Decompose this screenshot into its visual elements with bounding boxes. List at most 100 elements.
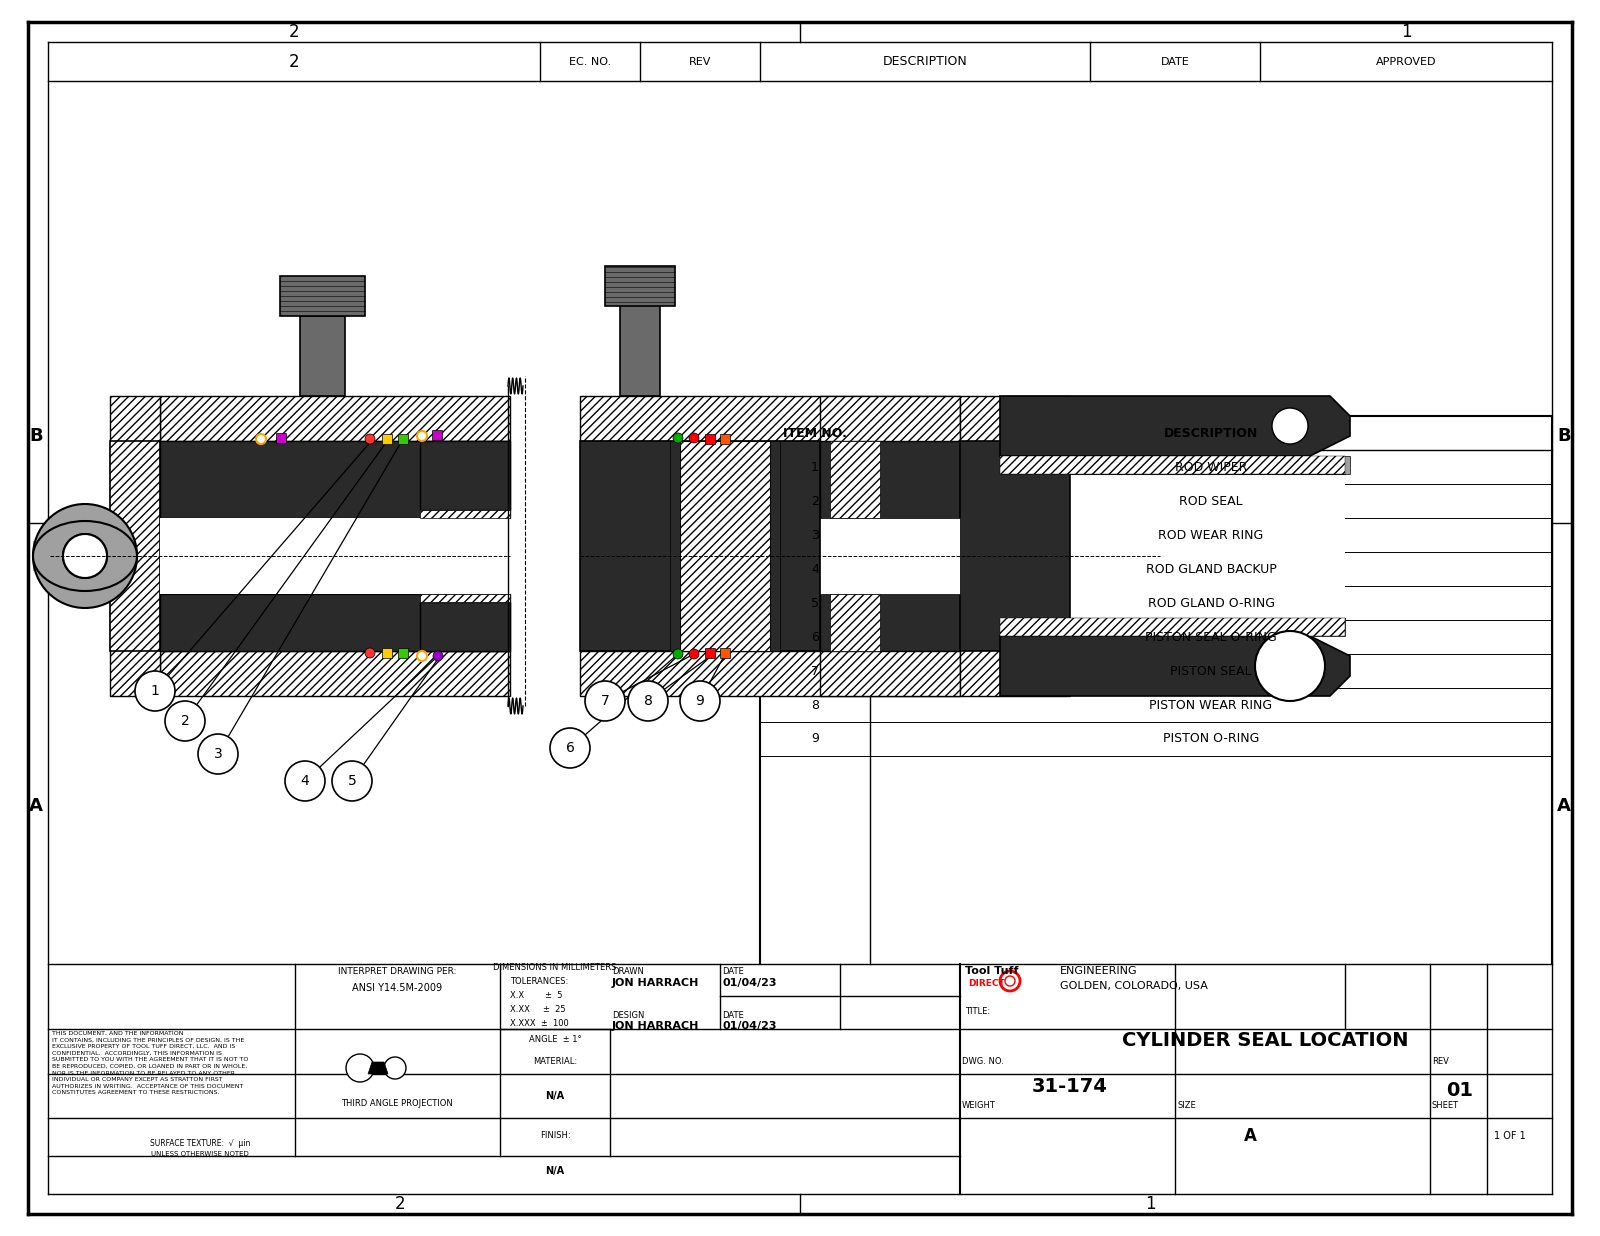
Circle shape bbox=[674, 649, 683, 659]
Text: ANSI Y14.5M-2009: ANSI Y14.5M-2009 bbox=[352, 983, 442, 993]
Text: 7: 7 bbox=[811, 665, 819, 677]
Polygon shape bbox=[621, 295, 661, 396]
Circle shape bbox=[346, 1054, 374, 1082]
Text: N/A: N/A bbox=[546, 1166, 565, 1175]
Polygon shape bbox=[160, 518, 510, 595]
Text: 6: 6 bbox=[565, 742, 574, 755]
Circle shape bbox=[586, 681, 626, 721]
Text: SHEET: SHEET bbox=[1432, 1101, 1459, 1110]
Bar bbox=[432, 430, 442, 440]
Text: TITLE:: TITLE: bbox=[965, 1006, 990, 1016]
Text: SIZE: SIZE bbox=[1178, 1101, 1195, 1110]
Text: N/A: N/A bbox=[546, 1091, 565, 1101]
Circle shape bbox=[629, 681, 669, 721]
Circle shape bbox=[1000, 971, 1021, 991]
Text: 01: 01 bbox=[1446, 1082, 1474, 1100]
Text: GOLDEN, COLORADO, USA: GOLDEN, COLORADO, USA bbox=[1059, 981, 1208, 991]
Text: ROD GLAND O-RING: ROD GLAND O-RING bbox=[1147, 597, 1275, 609]
Polygon shape bbox=[1000, 473, 1346, 618]
Polygon shape bbox=[1000, 618, 1346, 637]
Circle shape bbox=[434, 651, 443, 661]
Polygon shape bbox=[821, 396, 960, 696]
Polygon shape bbox=[821, 441, 960, 651]
Bar bbox=[706, 434, 715, 444]
Text: 1: 1 bbox=[811, 461, 819, 473]
Circle shape bbox=[1272, 408, 1309, 444]
Polygon shape bbox=[770, 441, 781, 651]
Text: THIRD ANGLE PROJECTION: THIRD ANGLE PROJECTION bbox=[341, 1100, 453, 1109]
Text: 8: 8 bbox=[643, 693, 653, 708]
Text: DRAWN: DRAWN bbox=[613, 967, 643, 975]
Polygon shape bbox=[830, 441, 880, 518]
Text: ANGLE  ± 1°: ANGLE ± 1° bbox=[528, 1036, 581, 1044]
Text: ENGINEERING: ENGINEERING bbox=[1059, 967, 1138, 976]
Text: DWG. NO.: DWG. NO. bbox=[962, 1057, 1003, 1065]
Text: ROD GLAND BACKUP: ROD GLAND BACKUP bbox=[1146, 562, 1277, 576]
Polygon shape bbox=[301, 316, 346, 396]
Polygon shape bbox=[1000, 618, 1346, 637]
Polygon shape bbox=[960, 396, 1070, 696]
Polygon shape bbox=[160, 441, 510, 518]
Circle shape bbox=[418, 431, 427, 441]
Text: APPROVED: APPROVED bbox=[1376, 57, 1437, 67]
Text: FINISH:: FINISH: bbox=[539, 1131, 570, 1141]
Text: UNLESS OTHERWISE NOTED: UNLESS OTHERWISE NOTED bbox=[150, 1151, 250, 1157]
Polygon shape bbox=[1000, 456, 1350, 473]
Circle shape bbox=[690, 433, 699, 442]
Text: 5: 5 bbox=[811, 597, 819, 609]
Circle shape bbox=[384, 1057, 406, 1079]
Circle shape bbox=[256, 434, 266, 444]
Text: 1 OF 1: 1 OF 1 bbox=[1494, 1131, 1526, 1141]
Text: ROD SEAL: ROD SEAL bbox=[1179, 494, 1243, 508]
Circle shape bbox=[62, 534, 107, 578]
Text: DIRECT: DIRECT bbox=[968, 979, 1005, 988]
Polygon shape bbox=[581, 651, 960, 696]
Text: X.XXX  ±  100: X.XXX ± 100 bbox=[510, 1020, 568, 1028]
Polygon shape bbox=[421, 595, 510, 602]
Polygon shape bbox=[110, 441, 160, 651]
Text: 1: 1 bbox=[150, 684, 160, 698]
Text: TOLERANCES:: TOLERANCES: bbox=[510, 978, 568, 986]
Text: 1: 1 bbox=[1400, 23, 1411, 41]
Text: DESCRIPTION: DESCRIPTION bbox=[1163, 426, 1258, 440]
Text: ROD WEAR RING: ROD WEAR RING bbox=[1158, 529, 1264, 541]
Text: REV: REV bbox=[690, 57, 710, 67]
Text: THIS DOCUMENT, AND THE INFORMATION
IT CONTAINS, INCLUDING THE PRINCIPLES OF DESI: THIS DOCUMENT, AND THE INFORMATION IT CO… bbox=[53, 1031, 248, 1095]
Text: A: A bbox=[1243, 1127, 1256, 1145]
Bar bbox=[398, 434, 408, 444]
Text: 01/04/23: 01/04/23 bbox=[722, 978, 776, 988]
Text: EC. NO.: EC. NO. bbox=[570, 57, 611, 67]
Polygon shape bbox=[960, 441, 1070, 651]
Text: 3: 3 bbox=[811, 529, 819, 541]
Circle shape bbox=[165, 701, 205, 742]
Text: 2: 2 bbox=[811, 494, 819, 508]
Text: PISTON O-RING: PISTON O-RING bbox=[1163, 733, 1259, 745]
Circle shape bbox=[1005, 976, 1014, 986]
Polygon shape bbox=[670, 441, 680, 651]
Circle shape bbox=[198, 734, 238, 774]
Polygon shape bbox=[34, 541, 138, 571]
Text: 4: 4 bbox=[301, 774, 309, 789]
Text: X.XX     ±  25: X.XX ± 25 bbox=[510, 1006, 566, 1015]
Text: 2: 2 bbox=[288, 52, 299, 70]
Polygon shape bbox=[821, 518, 960, 595]
Bar bbox=[382, 434, 392, 444]
Polygon shape bbox=[160, 396, 510, 441]
Text: DATE: DATE bbox=[722, 1011, 744, 1021]
Text: A: A bbox=[29, 797, 43, 815]
Polygon shape bbox=[421, 602, 510, 651]
Text: PISTON WEAR RING: PISTON WEAR RING bbox=[1149, 698, 1272, 712]
Text: Tool Tuff: Tool Tuff bbox=[965, 967, 1019, 976]
Circle shape bbox=[418, 651, 427, 661]
Circle shape bbox=[674, 433, 683, 442]
Text: MATERIAL:: MATERIAL: bbox=[533, 1057, 578, 1065]
Text: DATE: DATE bbox=[1160, 57, 1189, 67]
Text: 6: 6 bbox=[811, 630, 819, 644]
Text: ROD WIPER: ROD WIPER bbox=[1174, 461, 1246, 473]
Polygon shape bbox=[1000, 637, 1350, 696]
Text: DESCRIPTION: DESCRIPTION bbox=[883, 54, 968, 68]
Text: INTERPRET DRAWING PER:: INTERPRET DRAWING PER: bbox=[338, 967, 456, 975]
Text: X.X        ±  5: X.X ± 5 bbox=[510, 991, 563, 1000]
Text: PISTON SEAL: PISTON SEAL bbox=[1170, 665, 1251, 677]
Circle shape bbox=[285, 761, 325, 801]
